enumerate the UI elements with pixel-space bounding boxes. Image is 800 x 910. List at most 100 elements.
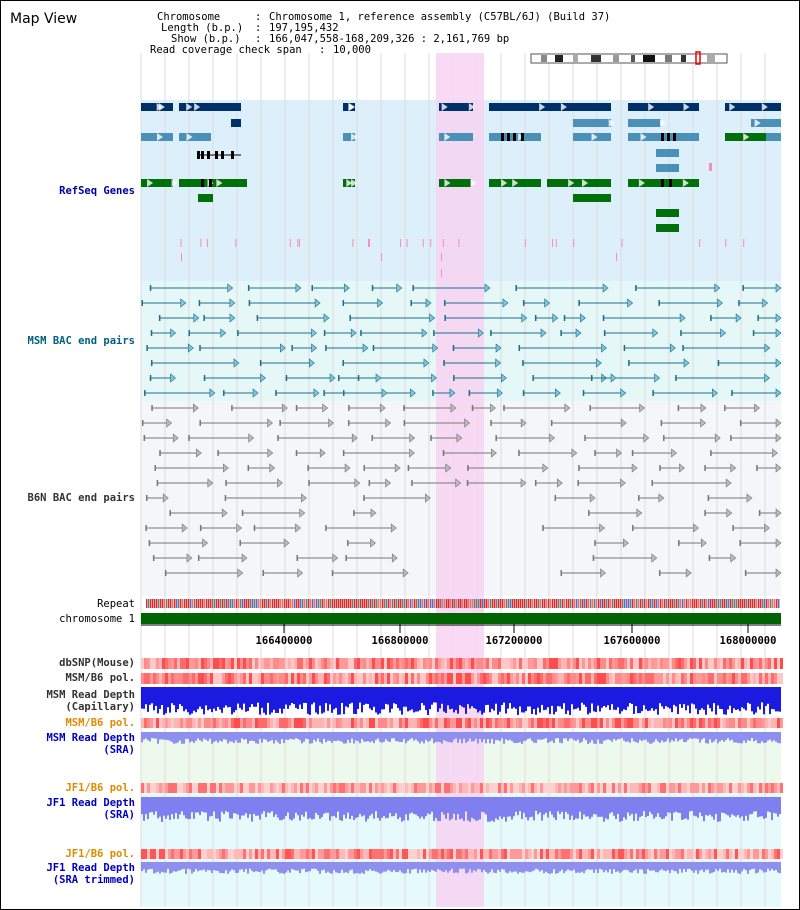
heat-cell [687,849,690,859]
heat-cell [465,673,468,684]
pink-mark [180,239,182,247]
read-depth-bar [167,862,169,869]
read-depth-bar [309,862,311,872]
repeat-mark [234,599,236,608]
heat-cell [231,673,234,684]
heat-cell [594,718,597,728]
read-depth-bar [167,797,169,816]
read-depth-bar [355,797,357,819]
read-depth-bar [497,862,499,870]
read-depth-bar [757,862,759,873]
read-depth-bar [243,687,245,704]
msm-bac-pair-arrow [220,328,227,338]
read-depth-bar [153,732,155,739]
b6n-bac-pair-arrow [714,433,721,443]
read-depth-bar [627,862,629,871]
read-depth-bar [547,732,549,743]
msm-bac-pair-arrow [478,328,484,338]
gene-arrow [640,133,647,141]
read-depth-bar [233,797,235,814]
repeat-mark [696,599,698,608]
read-depth-bar [715,687,717,715]
read-depth-bar [423,797,425,820]
read-depth-bar [661,687,663,707]
read-depth-bar [199,862,201,871]
read-depth-bar [479,862,481,870]
repeat-mark [166,599,168,608]
read-depth-bar [333,732,335,741]
heat-cell [672,783,675,793]
read-depth-bar [215,732,217,741]
repeat-mark [550,599,552,608]
read-depth-bar [645,687,647,710]
heat-cell [654,718,657,728]
read-depth-bar [231,862,233,870]
heat-cell [507,849,510,859]
msm-bac-pair-arrow [425,298,432,308]
axis-tick: 168000000 [719,635,777,647]
heat-cell [537,658,540,669]
read-depth-bar [639,797,641,818]
heat-cell [408,849,411,859]
read-depth-bar [703,797,705,822]
read-depth-bar [205,862,207,872]
heat-cell [747,783,750,793]
heat-cell [714,673,717,684]
read-depth-bar [457,687,459,714]
heat-cell [174,673,177,684]
read-depth-bar [337,797,339,812]
b6n-bac-pair-arrow [283,538,290,548]
read-depth-bar [495,687,497,704]
heat-cell [780,658,783,669]
repeat-mark [280,599,282,608]
read-depth-bar [393,797,395,817]
b6n-bac-pair-end [347,420,350,426]
repeat-mark [670,599,672,608]
heat-cell [423,673,426,684]
read-depth-bar [471,797,473,818]
heat-cell [759,849,762,859]
repeat-mark [450,599,452,608]
heat-cell [717,718,720,728]
heat-cell [384,718,387,728]
heat-cell [630,673,633,684]
heat-cell [324,849,327,859]
b6n-bac-pair-arrow [464,418,471,428]
heat-cell [540,673,543,684]
heat-cell [729,673,732,684]
heat-cell [273,783,276,793]
heat-cell [720,673,723,684]
read-depth-bar [555,687,557,712]
heat-cell [363,849,366,859]
heat-cell [399,849,402,859]
repeat-mark [428,599,430,608]
b6n-bac-pair-end [495,435,497,441]
heat-cell [324,718,327,728]
read-depth-bar [519,687,521,707]
heat-cell [405,783,408,793]
read-depth-bar [551,862,553,874]
read-depth-bar [729,687,731,706]
read-depth-bar [151,797,153,812]
heat-cell [774,718,777,728]
read-depth-bar [359,732,361,744]
heat-cell [678,783,681,793]
read-depth-bar [449,732,451,743]
read-depth-bar [769,732,771,740]
heat-cell [750,718,753,728]
read-depth-bar [307,862,309,872]
b6n-bac-pair-arrow [162,493,169,503]
heat-cell [474,783,477,793]
heat-cell [435,783,438,793]
heat-cell [630,718,633,728]
heat-cell [480,783,483,793]
repeat-mark [258,599,260,608]
b6n-bac-pair-arrow [730,463,737,473]
b6n-bac-pair-arrow [202,538,209,548]
read-depth-bar [359,797,361,814]
read-depth-bar [257,797,259,816]
heat-cell [459,718,462,728]
heat-cell [264,849,267,859]
heat-cell [309,849,312,859]
